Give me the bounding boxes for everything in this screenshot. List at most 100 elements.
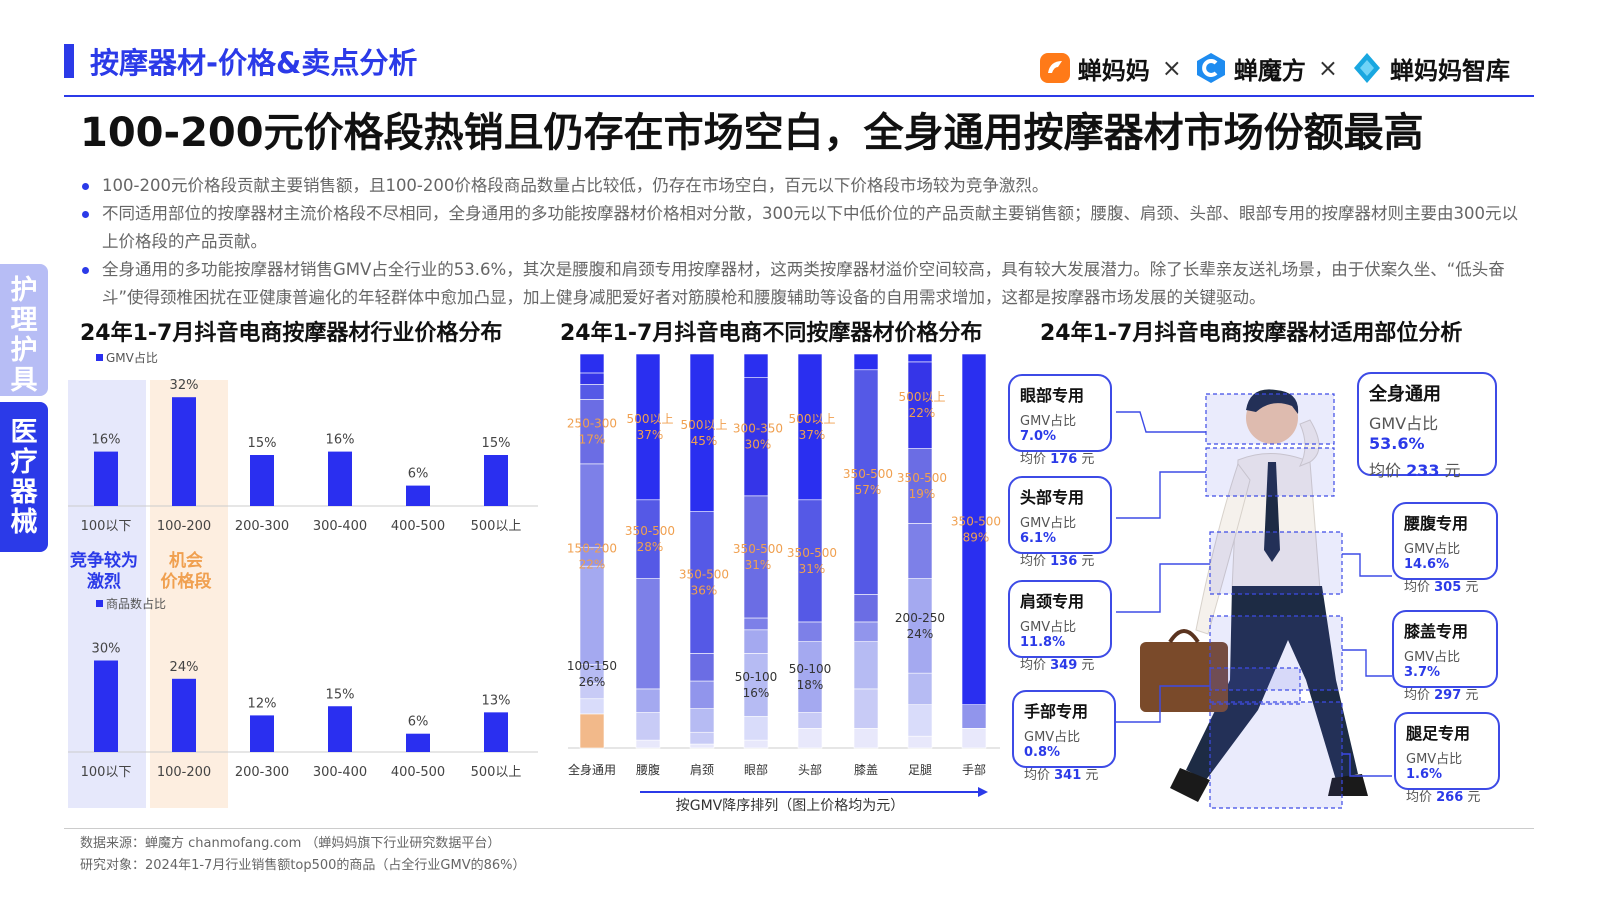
bar (94, 660, 118, 752)
header-divider (64, 95, 1534, 97)
avg-price: 均价 349 元 (1020, 658, 1095, 673)
segment-label: 200-250 (895, 611, 945, 625)
stack-segment (743, 653, 769, 717)
stack-segment (579, 463, 605, 548)
segment-label-pct: 18% (797, 678, 824, 692)
bar (406, 733, 430, 752)
segment-label: 500以上 (789, 412, 836, 426)
avg-price: 均价 176 元 (1020, 452, 1095, 467)
x-axis-label: 按GMV降序排列（图上价格均为元） (676, 798, 905, 814)
stack-segment (961, 353, 987, 705)
price-distribution-chart: GMV占比 16% 100以下 32% 100-200 15% 200-300 16% 300-… (68, 350, 538, 808)
tick-label: 膝盖 (854, 763, 878, 777)
section-title-price-distribution: 24年1-7月抖音电商按摩器材行业价格分布 (80, 321, 503, 346)
stack-segment (797, 499, 823, 623)
stack-segment (689, 708, 715, 733)
segment-label-pct: 30% (745, 438, 772, 452)
stack-segment (743, 617, 769, 631)
stack-segment (689, 680, 715, 709)
data-label: 24% (170, 660, 199, 675)
body-zone-box (1205, 447, 1335, 497)
data-label: 6% (408, 467, 429, 482)
stack-segment (743, 629, 769, 654)
bar (484, 712, 508, 752)
segment-label: 350-500 (733, 542, 783, 556)
stack-segment (743, 739, 769, 749)
stack-segment (579, 384, 605, 400)
brand-separator: × (1161, 54, 1182, 82)
avg-price: 均价 341 元 (1024, 768, 1099, 783)
legend-label: 商品数占比 (106, 596, 166, 611)
stack-segment (907, 353, 933, 363)
tick-label: 500以上 (471, 519, 522, 534)
tick-label: 腰腹 (636, 763, 660, 777)
stack-segment (689, 353, 715, 512)
tick-label: 头部 (798, 762, 822, 777)
zhiku-logo-icon (1354, 53, 1380, 83)
stack-segment (853, 369, 879, 595)
data-label: 12% (248, 696, 277, 711)
left-shoe (1170, 768, 1210, 802)
tie (1264, 462, 1280, 562)
connector-line (1116, 685, 1210, 723)
raised-arm (1298, 419, 1320, 467)
briefcase-handle (1168, 629, 1200, 644)
brand-separator-2: × (1317, 54, 1338, 82)
connector-line (1342, 753, 1392, 777)
title-accent-bar (64, 44, 74, 78)
stack-segment (635, 712, 661, 741)
stack-segment (907, 704, 933, 737)
side-tabs: 护理护具 医疗器械 (0, 264, 48, 554)
body-part-name: 眼部专用 (1020, 386, 1085, 405)
bar (94, 451, 118, 506)
stack-segment (853, 621, 879, 642)
key-findings: 100-200元价格段贡献主要销售额，且100-200价格段商品数量占比较低，仍… (80, 172, 1530, 312)
stack-segment (853, 727, 879, 749)
gmv-share: GMV占比 7.0% (1020, 414, 1077, 444)
stack-segment (797, 353, 823, 501)
chanmama-logo-icon (1039, 53, 1070, 83)
data-label: 30% (92, 642, 121, 657)
segment-label-pct: 89% (963, 530, 990, 544)
side-tab-care[interactable]: 护理护具 (0, 264, 48, 396)
stack-segment (853, 688, 879, 729)
segment-label: 350-500 (897, 471, 947, 485)
stack-segment (579, 353, 605, 374)
bar (172, 397, 196, 506)
body-part-card: 腿足专用 GMV占比 1.6% 均价 266 元 (1394, 712, 1500, 805)
briefcase (1140, 642, 1228, 712)
side-tab-medical[interactable]: 医疗器械 (0, 402, 48, 552)
stack-segment (853, 353, 879, 371)
avg-price: 均价 136 元 (1020, 554, 1095, 569)
body-zone-box (1209, 531, 1343, 595)
body-part-figure (1116, 389, 1392, 809)
segment-label-pct: 22% (909, 406, 936, 420)
tick-label: 200-300 (235, 519, 289, 534)
gmv-share: GMV占比 0.8% (1024, 730, 1081, 760)
legend-swatch (96, 600, 103, 607)
chanmofang-logo-icon (1196, 53, 1225, 83)
segment-label: 350-500 (679, 568, 729, 582)
stack-segment (797, 641, 823, 713)
segment-label-pct: 36% (691, 584, 718, 598)
page-title: 按摩器材-价格&卖点分析 (90, 46, 418, 80)
annotation-opportunity: 机会 (169, 550, 203, 571)
body-part-name: 膝盖专用 (1404, 622, 1469, 641)
stack-segment (635, 688, 661, 713)
stack-segment (853, 594, 879, 623)
stack-segment (743, 495, 769, 619)
walking-man-illustration (1140, 389, 1368, 802)
bar (406, 485, 430, 506)
connector-line (1342, 649, 1392, 677)
segment-label: 500以上 (627, 412, 674, 426)
bar (328, 706, 352, 752)
segment-label: 350-500 (625, 524, 675, 538)
finding-2: 不同适用部位的按摩器材主流价格段不尽相同，全身通用的多功能按摩器材价格相对分散，… (80, 200, 1530, 256)
segment-label-pct: 26% (579, 675, 606, 689)
tick-label: 400-500 (391, 765, 445, 780)
segment-label-pct: 19% (909, 487, 936, 501)
segment-label: 300-350 (733, 422, 783, 436)
tick-label: 500以上 (471, 765, 522, 780)
lower-arm (1195, 462, 1251, 635)
stack-segment (743, 716, 769, 741)
